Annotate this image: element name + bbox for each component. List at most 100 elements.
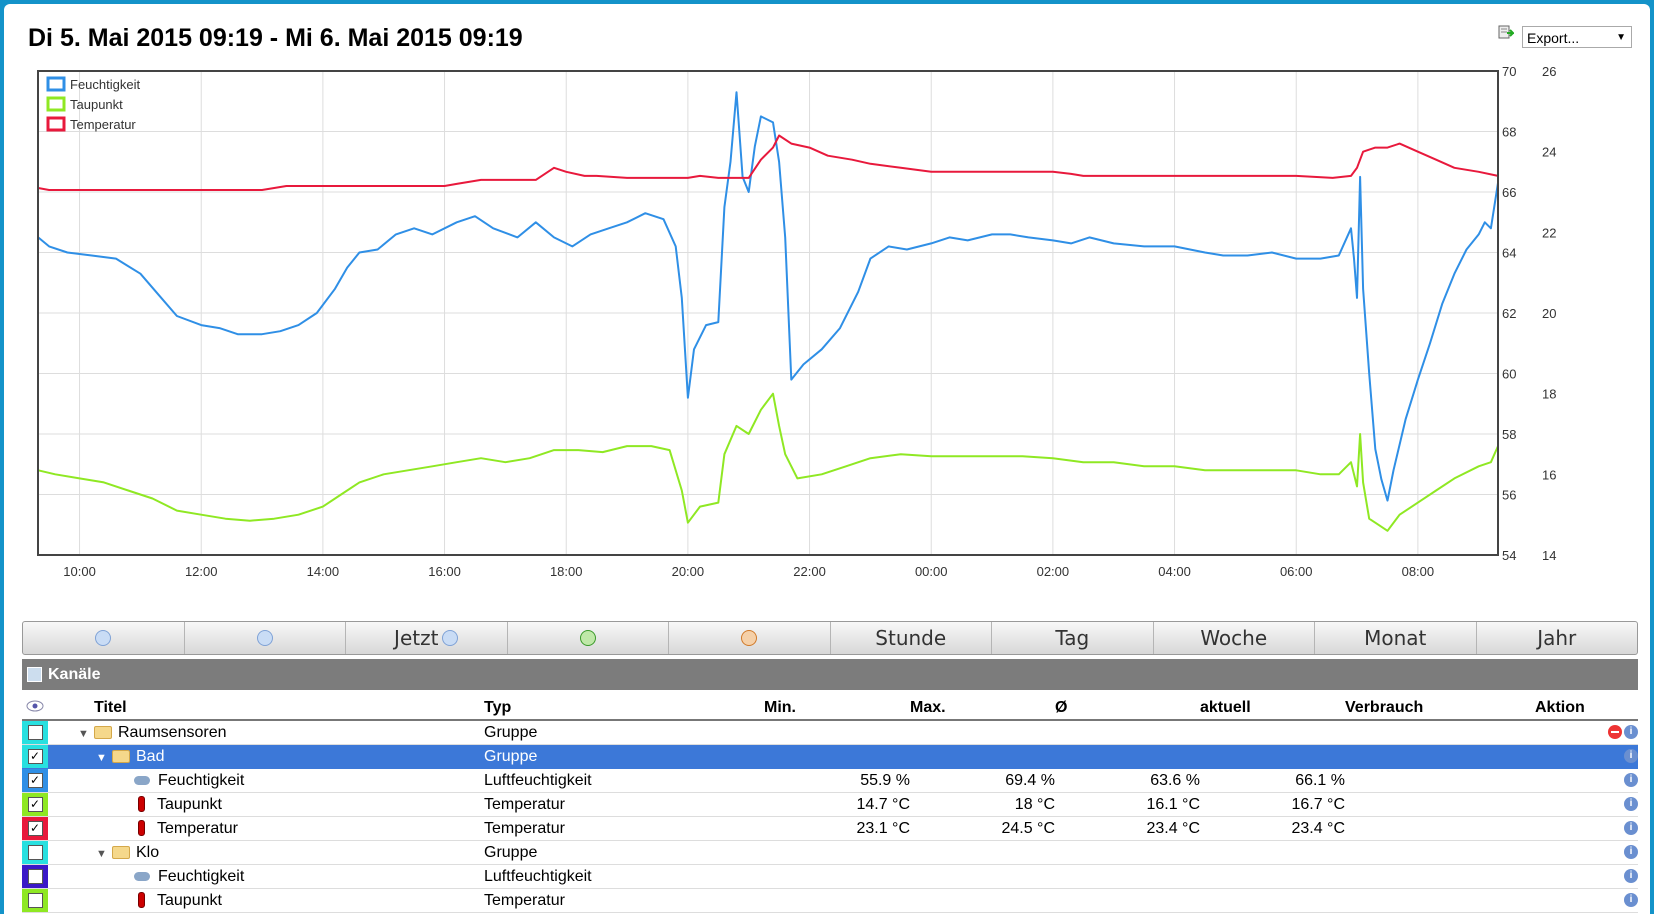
skip-end-icon: [442, 630, 459, 646]
channel-checkbox[interactable]: ✓: [27, 772, 43, 788]
x-tick-label: 18:00: [550, 564, 583, 579]
info-icon[interactable]: i: [1624, 749, 1638, 764]
channel-title-cell: ▼ Bad: [48, 744, 484, 769]
y-left-tick-label: 60: [1502, 367, 1516, 382]
channel-color-cell: ✓: [22, 792, 48, 817]
info-icon[interactable]: i: [1624, 821, 1638, 836]
export-select[interactable]: Export... ▼: [1522, 26, 1632, 48]
expand-toggle-icon[interactable]: ▼: [78, 727, 89, 740]
channel-checkbox[interactable]: ✓: [27, 820, 43, 836]
channel-min: [764, 840, 910, 865]
channel-min: 14.7 °C: [764, 792, 910, 817]
table-row[interactable]: ▼ Raumsensoren Gruppe i: [22, 720, 1638, 745]
legend-swatch[interactable]: [46, 116, 66, 132]
now-button[interactable]: Jetzt: [346, 622, 508, 654]
column-header-min[interactable]: Min.: [764, 696, 910, 721]
channel-aktuell: 16.7 °C: [1200, 792, 1345, 817]
table-row[interactable]: ✓ Taupunkt Temperatur 14.7 °C 18 °C 16.1 °C 16…: [22, 792, 1638, 817]
back-button[interactable]: [23, 622, 185, 654]
x-tick-label: 20:00: [672, 564, 705, 579]
column-header-typ[interactable]: Typ: [484, 696, 764, 721]
y-right-tick-label: 20: [1542, 306, 1556, 321]
channel-title[interactable]: Raumsensoren: [118, 723, 227, 741]
folder-icon: [112, 845, 130, 859]
y-right-tick-label: 24: [1542, 145, 1556, 160]
channel-color-cell: ✓: [22, 744, 48, 769]
channel-verbrauch: [1345, 816, 1535, 841]
channel-checkbox[interactable]: ✓: [27, 796, 43, 812]
legend-entry[interactable]: Taupunkt: [70, 97, 123, 112]
column-header-titel[interactable]: Titel: [94, 696, 484, 721]
channel-checkbox[interactable]: [27, 892, 43, 908]
column-header-verbrauch[interactable]: Verbrauch: [1345, 696, 1535, 721]
channel-title[interactable]: Feuchtigkeit: [158, 867, 245, 885]
column-header-max[interactable]: Max.: [910, 696, 1055, 721]
x-tick-label: 08:00: [1402, 564, 1435, 579]
forward-button[interactable]: [185, 622, 346, 654]
eye-icon[interactable]: [26, 700, 44, 712]
table-row[interactable]: ✓ Feuchtigkeit Luftfeuchtigkeit 55.9 % 69.4 …: [22, 768, 1638, 793]
month-button[interactable]: Monat: [1315, 622, 1477, 654]
channel-checkbox[interactable]: [27, 868, 43, 884]
week-button[interactable]: Woche: [1154, 622, 1315, 654]
channel-avg: [1055, 888, 1200, 913]
day-button[interactable]: Tag: [992, 622, 1154, 654]
channel-title-cell: ▼ Raumsensoren: [48, 720, 484, 745]
channel-avg: [1055, 840, 1200, 865]
column-header-avg[interactable]: Ø: [1055, 696, 1200, 721]
table-row[interactable]: ▼ Klo Gruppe i: [22, 840, 1638, 865]
info-icon[interactable]: i: [1624, 845, 1638, 860]
expand-toggle-icon[interactable]: ▼: [96, 751, 107, 764]
expand-toggle-icon[interactable]: ▼: [96, 847, 107, 860]
channels-panel-header: Kanäle: [22, 659, 1638, 690]
channel-max: [910, 720, 1055, 745]
thermometer-icon: [138, 892, 145, 909]
zoom-out-button[interactable]: [669, 622, 831, 654]
info-icon[interactable]: i: [1624, 773, 1638, 788]
hour-button[interactable]: Stunde: [831, 622, 992, 654]
page-title: Di 5. Mai 2015 09:19 - Mi 6. Mai 2015 09…: [28, 24, 523, 52]
legend-entry[interactable]: Feuchtigkeit: [70, 77, 140, 92]
channel-min: [764, 888, 910, 913]
table-row[interactable]: Feuchtigkeit Luftfeuchtigkeit i: [22, 864, 1638, 889]
table-row[interactable]: Taupunkt Temperatur i: [22, 888, 1638, 913]
channel-verbrauch: [1345, 864, 1535, 889]
channel-avg: 63.6 %: [1055, 768, 1200, 793]
channel-min: [764, 744, 910, 769]
channel-title[interactable]: Temperatur: [157, 819, 238, 837]
table-row[interactable]: ✓ Temperatur Temperatur 23.1 °C 24.5 °C 23.4 …: [22, 816, 1638, 841]
column-header-aktuell[interactable]: aktuell: [1200, 696, 1345, 721]
app-window: Di 5. Mai 2015 09:19 - Mi 6. Mai 2015 09…: [4, 4, 1650, 914]
channel-checkbox[interactable]: [27, 724, 43, 740]
channel-checkbox[interactable]: [27, 844, 43, 860]
now-button-label: Jetzt: [394, 626, 439, 650]
channel-title[interactable]: Klo: [136, 843, 160, 861]
legend-swatch[interactable]: [46, 76, 66, 92]
channel-title[interactable]: Taupunkt: [157, 795, 222, 813]
channel-title-cell: ▼ Klo: [48, 840, 484, 865]
legend-entry[interactable]: Temperatur: [70, 117, 136, 132]
year-button[interactable]: Jahr: [1537, 626, 1577, 650]
y-right-tick-label: 26: [1542, 64, 1556, 79]
info-icon[interactable]: i: [1624, 893, 1638, 908]
channel-title-cell: Temperatur: [48, 816, 484, 841]
x-tick-label: 22:00: [793, 564, 826, 579]
channel-max: 69.4 %: [910, 768, 1055, 793]
channel-max: [910, 840, 1055, 865]
delete-icon[interactable]: [1608, 725, 1622, 740]
channel-checkbox[interactable]: ✓: [27, 748, 43, 764]
info-icon[interactable]: i: [1624, 797, 1638, 812]
folder-icon: [94, 725, 112, 739]
channel-avg: 23.4 °C: [1055, 816, 1200, 841]
info-icon[interactable]: i: [1624, 725, 1638, 740]
x-tick-label: 16:00: [428, 564, 461, 579]
info-icon[interactable]: i: [1624, 869, 1638, 884]
channel-title[interactable]: Bad: [136, 747, 165, 765]
zoom-in-button[interactable]: [508, 622, 669, 654]
channel-title[interactable]: Taupunkt: [157, 891, 222, 909]
table-row[interactable]: ✓ ▼ Bad Gruppe i: [22, 744, 1638, 769]
export-icon[interactable]: [1498, 24, 1514, 40]
channel-title[interactable]: Feuchtigkeit: [158, 771, 245, 789]
legend-swatch[interactable]: [46, 96, 66, 112]
table-icon: [27, 667, 42, 682]
